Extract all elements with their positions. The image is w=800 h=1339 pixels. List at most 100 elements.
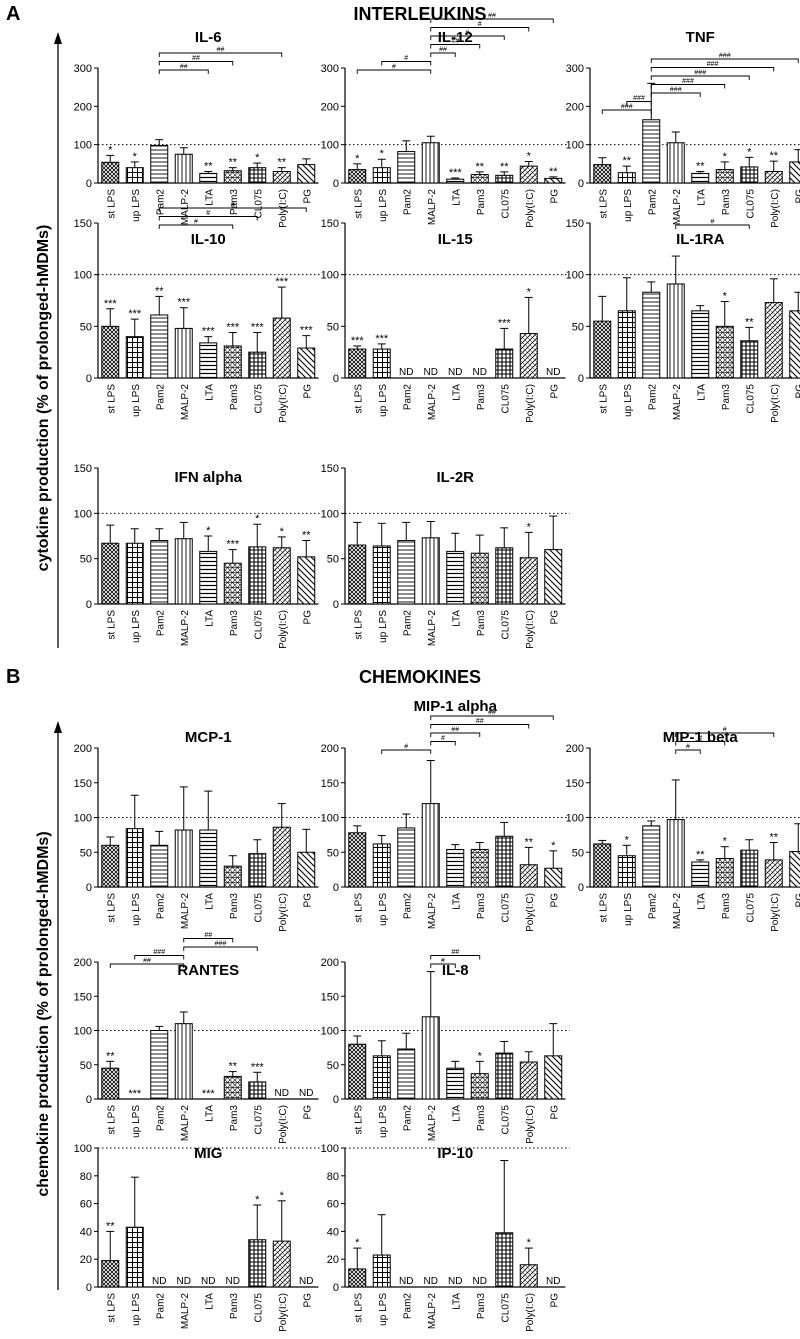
significance-star: *** bbox=[300, 325, 314, 337]
bar bbox=[125, 167, 144, 184]
nd-label: ND bbox=[473, 367, 487, 378]
category-label: CL075 bbox=[500, 384, 511, 414]
significance-star: * bbox=[133, 151, 138, 163]
bar bbox=[223, 345, 242, 379]
category-label: up LPS bbox=[131, 384, 142, 417]
bar bbox=[764, 302, 783, 379]
y-tick-label: 0 bbox=[86, 882, 92, 894]
category-label: Pam3 bbox=[721, 893, 732, 920]
bar bbox=[174, 538, 193, 605]
hash-label: ## bbox=[451, 949, 459, 956]
panel-a-y-arrow bbox=[54, 32, 62, 648]
bar bbox=[642, 825, 661, 888]
bar bbox=[519, 557, 538, 605]
y-tick-label: 150 bbox=[74, 463, 92, 475]
category-label: Poly(I:C) bbox=[525, 610, 536, 649]
category-label: Poly(I:C) bbox=[525, 189, 536, 228]
bar bbox=[593, 843, 612, 888]
category-label: MALP-2 bbox=[180, 1293, 191, 1330]
category-label: CL075 bbox=[745, 893, 756, 923]
category-label: st LPS bbox=[353, 384, 364, 414]
hash-bracket bbox=[430, 732, 481, 737]
category-label: st LPS bbox=[106, 189, 117, 219]
hash-label: # bbox=[404, 55, 408, 62]
category-label: up LPS bbox=[131, 893, 142, 926]
panel-b-y-arrow bbox=[54, 721, 62, 1290]
category-label: up LPS bbox=[131, 610, 142, 643]
bar bbox=[691, 172, 710, 184]
bar bbox=[470, 552, 489, 605]
y-tick-label: 100 bbox=[321, 813, 339, 825]
category-label: Pam2 bbox=[402, 384, 413, 411]
y-tick-label: 100 bbox=[74, 813, 92, 825]
y-tick-label: 0 bbox=[86, 599, 92, 611]
bar bbox=[125, 1226, 144, 1288]
y-tick-label: 50 bbox=[80, 321, 92, 333]
category-label: PG bbox=[302, 384, 313, 399]
category-label: Pam2 bbox=[155, 1105, 166, 1132]
hash-bracket bbox=[430, 955, 481, 960]
bar bbox=[470, 848, 489, 888]
bar bbox=[495, 1052, 514, 1100]
significance-star: * bbox=[723, 151, 728, 163]
significance-star: ** bbox=[475, 161, 484, 173]
hash-label: # bbox=[441, 958, 445, 965]
bar bbox=[174, 327, 193, 379]
significance-star: ** bbox=[228, 157, 237, 169]
significance-star: ** bbox=[106, 1220, 115, 1232]
significance-star: * bbox=[527, 521, 532, 533]
category-label: PG bbox=[549, 189, 560, 204]
chart-title: IFN alpha bbox=[174, 469, 242, 486]
panel-b-letter: B bbox=[6, 666, 20, 688]
bar bbox=[101, 1260, 120, 1288]
significance-star: *** bbox=[104, 298, 118, 310]
hash-bracket bbox=[381, 61, 432, 66]
bar bbox=[715, 169, 734, 184]
category-label: Pam3 bbox=[476, 189, 487, 216]
category-label: LTA bbox=[451, 610, 462, 627]
hash-label: ### bbox=[215, 941, 227, 948]
category-label: Pam3 bbox=[476, 610, 487, 637]
bar bbox=[519, 1264, 538, 1288]
bar bbox=[174, 153, 193, 184]
hash-bracket bbox=[158, 207, 307, 212]
category-label: Pam2 bbox=[402, 189, 413, 216]
category-label: st LPS bbox=[106, 1105, 117, 1135]
bar bbox=[421, 537, 440, 605]
bar bbox=[223, 865, 242, 888]
chart-0: IL-6 0 100 200 300 st LPS * up LPS * Pam2 MALP-2 LT… bbox=[74, 29, 323, 228]
y-tick-label: 0 bbox=[86, 1094, 92, 1106]
bar bbox=[495, 547, 514, 605]
panel-b-title: CHEMOKINES bbox=[359, 667, 481, 687]
bar bbox=[519, 1061, 538, 1100]
significance-star: ** bbox=[106, 1050, 115, 1062]
hash-label: ### bbox=[707, 61, 719, 68]
hash-bracket bbox=[158, 224, 234, 229]
hash-label: ### bbox=[621, 104, 633, 111]
y-tick-label: 50 bbox=[327, 554, 339, 566]
y-tick-label: 100 bbox=[74, 1026, 92, 1038]
significance-star: *** bbox=[128, 308, 142, 320]
bar bbox=[740, 340, 759, 379]
y-tick-label: 200 bbox=[321, 743, 339, 755]
hash-label: # bbox=[723, 727, 727, 734]
hash-label: ## bbox=[192, 55, 200, 62]
chart-title: TNF bbox=[686, 29, 715, 46]
significance-star: ** bbox=[302, 530, 311, 542]
category-label: LTA bbox=[204, 1105, 215, 1122]
category-label: MALP-2 bbox=[427, 1105, 438, 1142]
bar bbox=[446, 178, 465, 184]
nd-label: ND bbox=[424, 367, 438, 378]
category-label: st LPS bbox=[598, 384, 609, 414]
bar bbox=[348, 348, 367, 379]
y-tick-label: 0 bbox=[333, 882, 339, 894]
category-label: PG bbox=[794, 384, 800, 399]
bar bbox=[617, 855, 636, 888]
bar bbox=[666, 142, 685, 184]
category-label: LTA bbox=[451, 1293, 462, 1310]
category-label: PG bbox=[549, 1293, 560, 1308]
bar bbox=[223, 170, 242, 184]
significance-star: *** bbox=[202, 1088, 216, 1100]
category-label: Pam2 bbox=[402, 1105, 413, 1132]
chart-8: MCP-1 0 50 100 150 200 st LPS up LPS Pam2 MALP-2 L… bbox=[74, 729, 323, 932]
